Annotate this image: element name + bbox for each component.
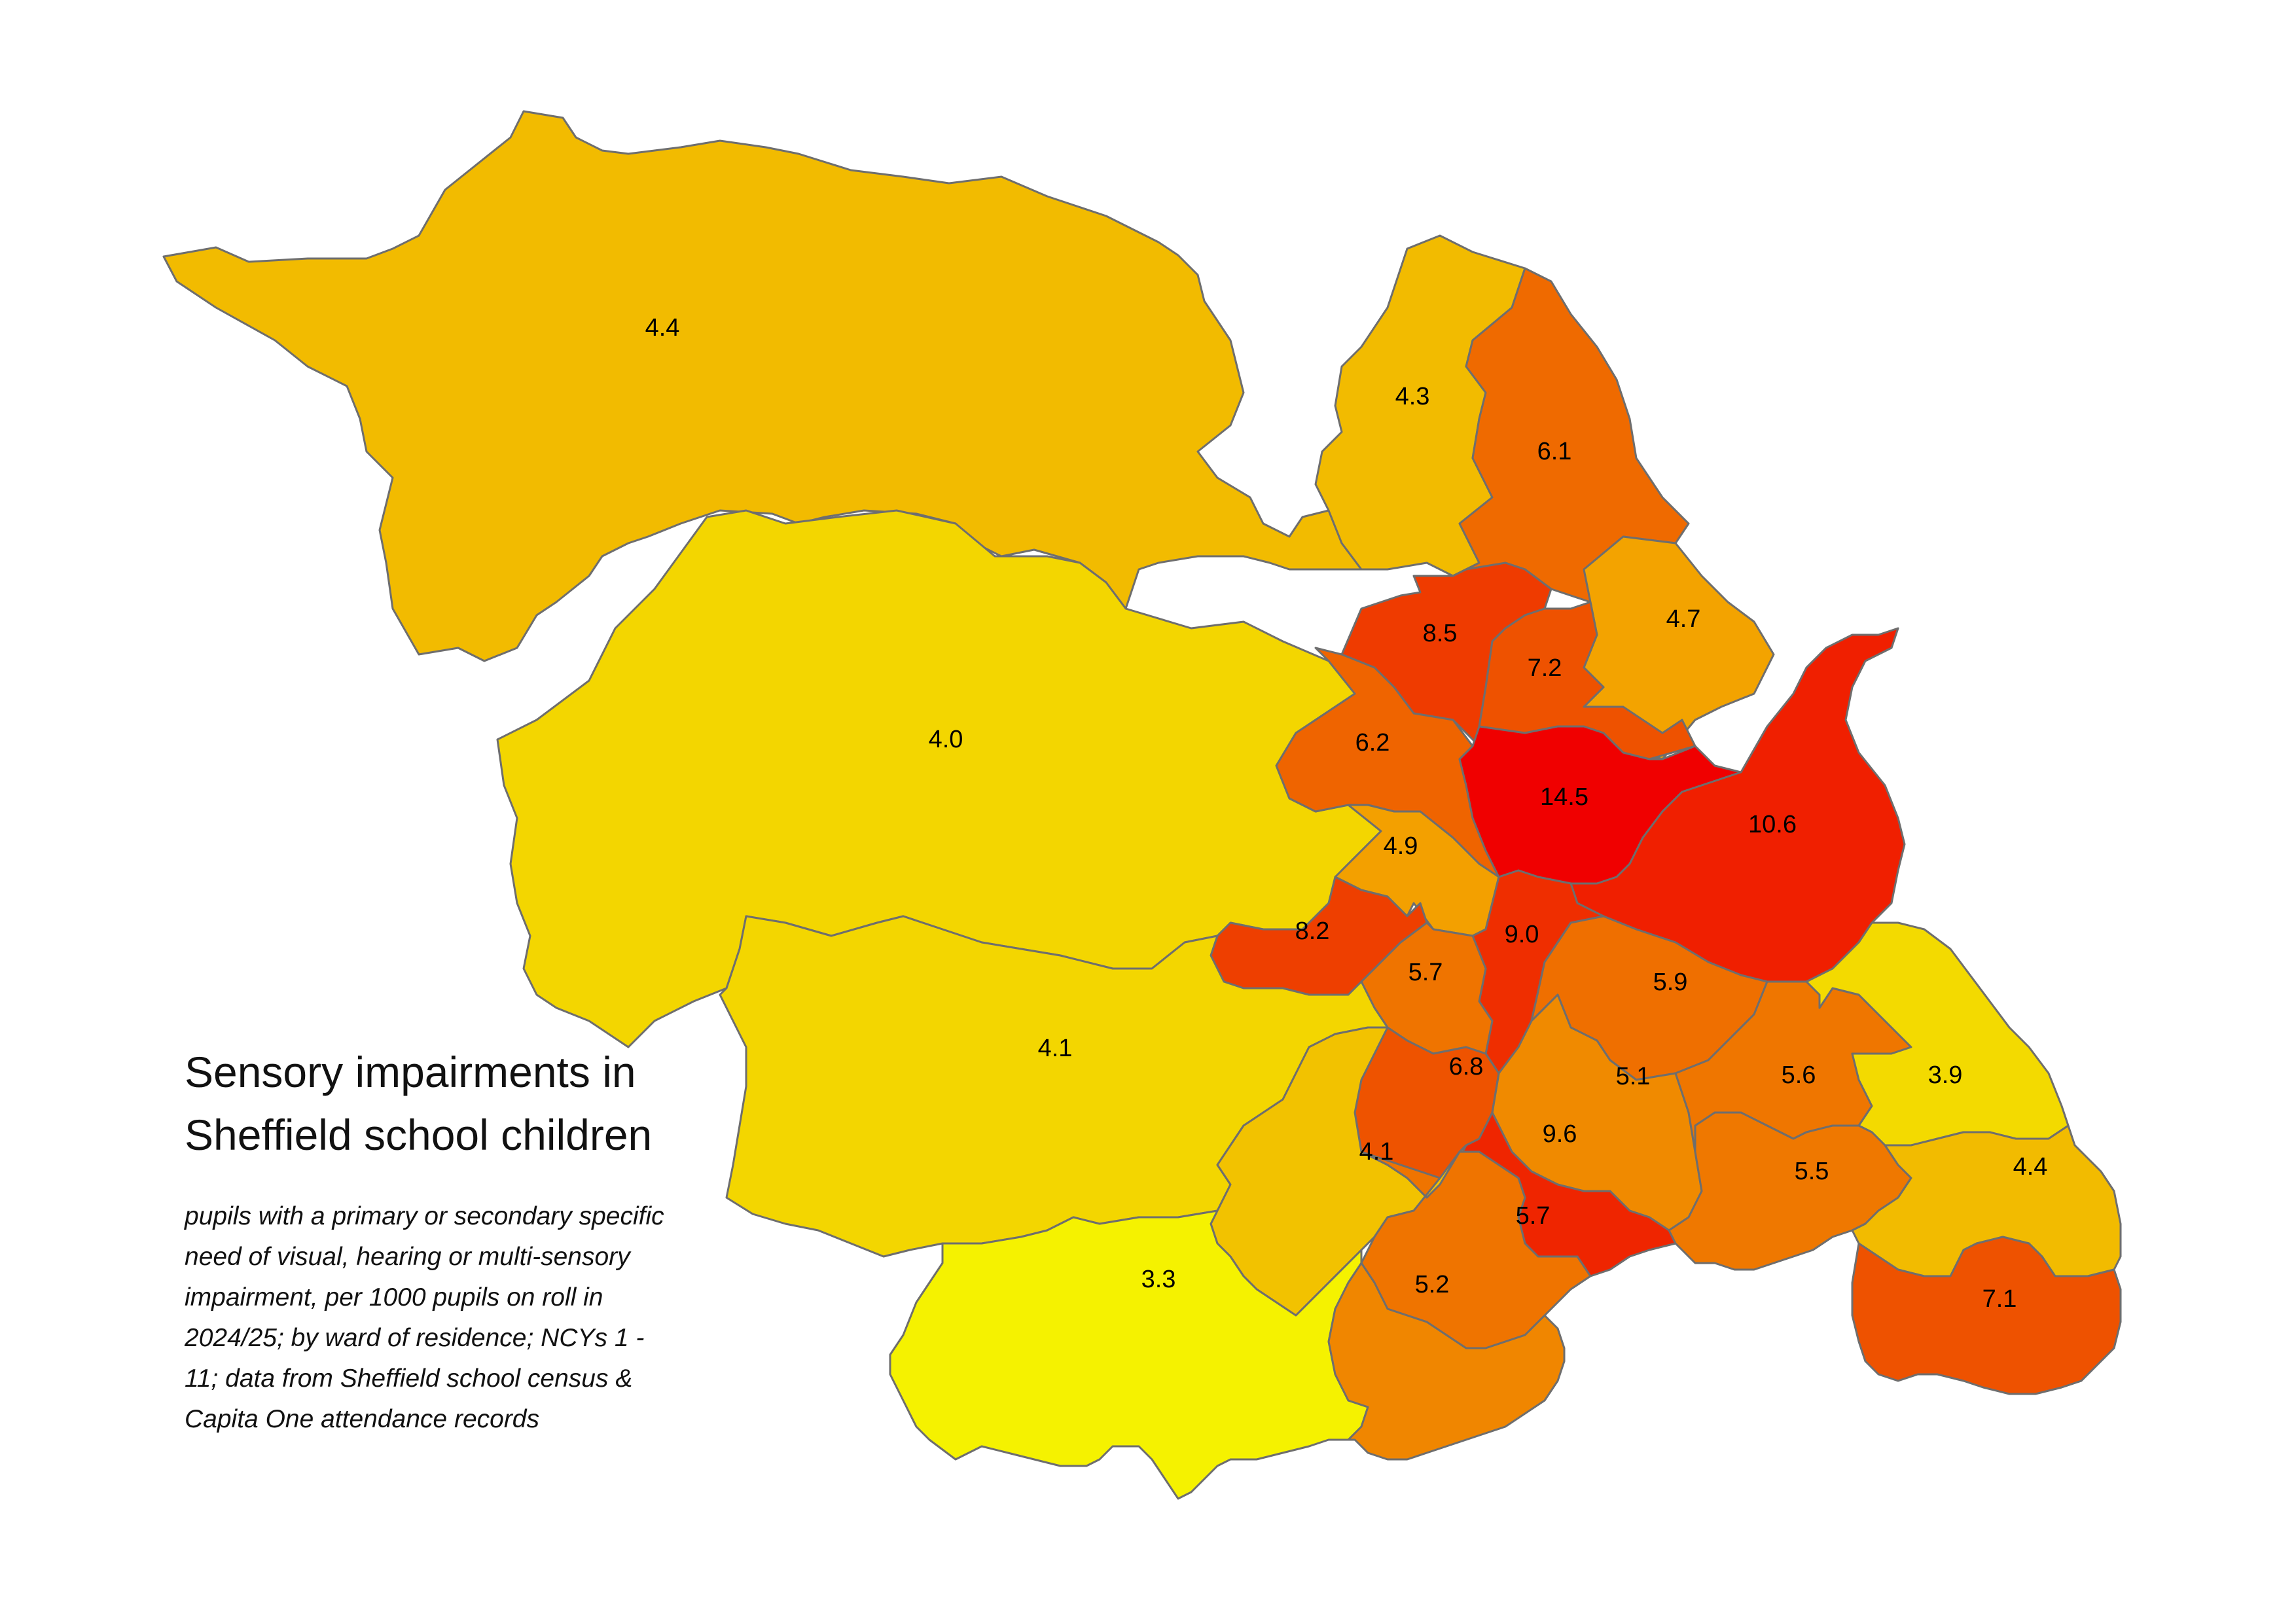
ward-value-label: 8.5 <box>1423 620 1458 647</box>
ward-value-label: 4.0 <box>929 726 963 753</box>
ward-value-label: 5.7 <box>1516 1202 1551 1230</box>
ward-value-label: 3.9 <box>1928 1061 1963 1089</box>
ward-value-label: 5.2 <box>1415 1271 1450 1298</box>
ward-value-label: 6.8 <box>1449 1053 1484 1080</box>
subtitle-line: 11; data from Sheffield school census & <box>185 1364 633 1393</box>
map-subtitle: pupils with a primary or secondary speci… <box>185 1196 767 1440</box>
ward-value-label: 4.7 <box>1666 605 1701 633</box>
ward-value-label: 10.6 <box>1748 811 1797 838</box>
ward-value-label: 4.1 <box>1038 1035 1073 1062</box>
ward-value-label: 14.5 <box>1540 783 1588 811</box>
ward-value-label: 7.2 <box>1528 654 1562 682</box>
ward-value-label: 4.4 <box>645 314 680 342</box>
subtitle-line: pupils with a primary or secondary speci… <box>185 1202 664 1230</box>
ward-value-label: 5.6 <box>1782 1061 1816 1089</box>
ward-value-label: 5.5 <box>1795 1158 1829 1185</box>
ward-value-label: 4.4 <box>2013 1153 2048 1181</box>
subtitle-line: 2024/25; by ward of residence; NCYs 1 - <box>185 1324 645 1352</box>
map-title-block: Sensory impairments in Sheffield school … <box>185 1041 839 1440</box>
ward-value-label: 9.0 <box>1505 921 1539 948</box>
ward-region <box>889 1209 1369 1500</box>
ward-value-label: 5.9 <box>1653 969 1688 996</box>
subtitle-line: Capita One attendance records <box>185 1405 540 1433</box>
ward-value-label: 4.3 <box>1395 383 1430 410</box>
ward-value-label: 7.1 <box>1982 1285 2017 1313</box>
subtitle-line: need of visual, hearing or multi-sensory <box>185 1243 630 1271</box>
ward-region <box>1210 1026 1467 1317</box>
ward-value-label: 4.1 <box>1359 1138 1394 1166</box>
ward-value-label: 9.6 <box>1543 1120 1577 1148</box>
ward-value-label: 6.1 <box>1537 438 1572 465</box>
ward-value-label: 3.3 <box>1141 1266 1176 1293</box>
map-title-line-1: Sensory impairments in <box>185 1048 636 1096</box>
map-title: Sensory impairments in Sheffield school … <box>185 1041 839 1166</box>
subtitle-line: impairment, per 1000 pupils on roll in <box>185 1283 603 1311</box>
ward-region <box>1851 1236 2122 1395</box>
ward-value-label: 5.1 <box>1616 1063 1651 1090</box>
ward-region <box>162 110 1363 662</box>
ward-value-label: 8.2 <box>1295 918 1330 945</box>
ward-value-label: 6.2 <box>1355 729 1390 757</box>
ward-region <box>1327 1262 1566 1461</box>
ward-value-label: 4.9 <box>1384 832 1418 860</box>
map-title-line-2: Sheffield school children <box>185 1111 653 1159</box>
ward-value-label: 5.7 <box>1408 959 1443 986</box>
